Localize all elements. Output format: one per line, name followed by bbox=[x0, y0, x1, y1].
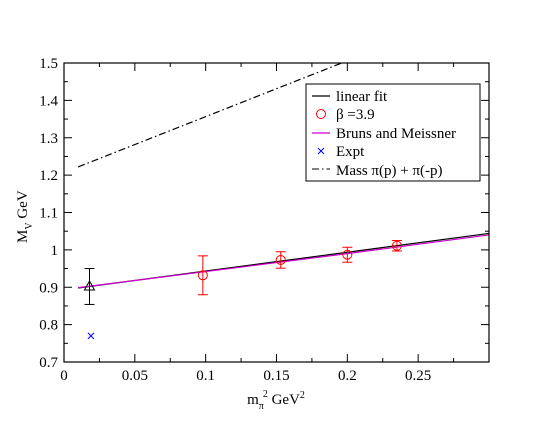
legend-label-bruns: Bruns and Meissner bbox=[336, 126, 456, 142]
point-expt bbox=[87, 332, 95, 340]
y-tick-label: 0.7 bbox=[39, 355, 58, 371]
x-tick-label: 0 bbox=[60, 368, 68, 384]
x-axis-ticks: 0 0.05 0.1 0.15 0.2 0.25 bbox=[60, 63, 455, 384]
data-layer bbox=[77, 63, 489, 340]
legend-label-expt: Expt bbox=[336, 144, 365, 160]
y-tick-label: 1.5 bbox=[39, 56, 58, 72]
legend-swatch-expt bbox=[317, 147, 325, 155]
series-line-mass bbox=[77, 63, 342, 168]
y-tick-label: 1.3 bbox=[39, 131, 58, 147]
x-axis-title: mπ2 GeV2 bbox=[247, 389, 305, 412]
y-tick-label: 0.8 bbox=[39, 318, 58, 334]
point-beta bbox=[391, 240, 402, 251]
legend-label-linear-fit: linear fit bbox=[336, 89, 388, 105]
legend-label-mass: Mass π(p) + π(-p) bbox=[336, 163, 443, 179]
legend-box bbox=[305, 83, 481, 182]
y-axis-title: MV GeV bbox=[15, 190, 35, 243]
point-extrapolated bbox=[83, 279, 96, 291]
legend-swatch-beta bbox=[316, 109, 326, 119]
y-tick-label: 1.2 bbox=[39, 168, 58, 184]
y-tick-label: 1.4 bbox=[39, 93, 58, 109]
x-tick-label: 0.2 bbox=[338, 368, 357, 384]
y-tick-label: 1 bbox=[51, 243, 59, 259]
y-tick-label: 1.1 bbox=[39, 206, 58, 222]
x-tick-label: 0.25 bbox=[405, 368, 431, 384]
legend-label-beta: β =3.9 bbox=[336, 107, 375, 123]
x-tick-label: 0.15 bbox=[263, 368, 289, 384]
point-beta bbox=[197, 270, 208, 281]
point-beta bbox=[275, 254, 286, 265]
x-tick-label: 0.1 bbox=[196, 368, 215, 384]
y-tick-label: 0.9 bbox=[39, 280, 58, 296]
legend: linear fit β =3.9 Bruns and Meissner Exp… bbox=[305, 83, 481, 182]
point-cross-stroke bbox=[87, 332, 95, 340]
point-beta bbox=[342, 249, 353, 260]
y-axis-ticks: 0.7 0.8 0.9 1 1.1 1.2 1.3 1.4 1.5 bbox=[39, 56, 489, 371]
x-tick-label: 0.05 bbox=[122, 368, 148, 384]
